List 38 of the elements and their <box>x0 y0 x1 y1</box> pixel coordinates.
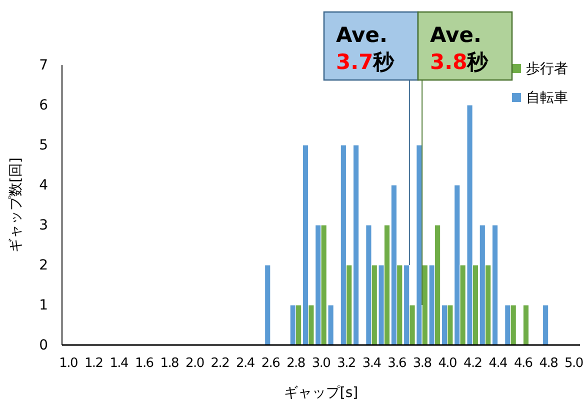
x-tick-label: 2.0 <box>186 356 204 372</box>
y-tick-label: 2 <box>39 257 48 274</box>
x-tick-label: 4.4 <box>488 356 508 372</box>
y-tick-label: 6 <box>39 97 48 114</box>
bar <box>264 264 271 346</box>
x-tick-label: 1.2 <box>84 356 103 372</box>
y-tick-label: 3 <box>39 217 48 234</box>
x-tick-label: 4.2 <box>463 356 482 372</box>
x-axis-title: ギャップ[s] <box>284 385 358 401</box>
y-axis-title: ギャップ数[回] <box>8 158 24 252</box>
x-tick-label: 1.4 <box>110 356 129 372</box>
y-tick-label: 4 <box>39 177 48 194</box>
bar <box>522 304 530 346</box>
x-tick-label: 3.2 <box>337 356 356 372</box>
y-tick-label: 1 <box>39 297 48 314</box>
x-tick-label: 2.4 <box>236 356 255 372</box>
x-tick-label: 1.0 <box>59 356 78 372</box>
y-tick-label: 7 <box>39 57 48 74</box>
x-tick-label: 5.0 <box>564 356 584 372</box>
x-tick-label: 3.4 <box>362 356 382 372</box>
x-tick-label: 2.6 <box>261 356 280 372</box>
x-tick-label: 4.8 <box>539 356 558 372</box>
x-tick-label: 1.8 <box>160 356 180 372</box>
x-tick-label: 3.6 <box>388 356 406 372</box>
x-tick-label: 1.6 <box>134 356 154 372</box>
y-tick-label: 0 <box>39 337 48 354</box>
x-tick-label: 3.0 <box>312 356 331 372</box>
bar <box>542 304 549 346</box>
legend-label: 自転車 <box>526 90 568 106</box>
x-tick-label: 2.8 <box>286 356 306 372</box>
x-tick-label: 2.2 <box>210 356 230 372</box>
x-tick-label: 3.8 <box>412 356 432 372</box>
legend-label: 歩行者 <box>526 61 568 77</box>
x-tick-label: 4.0 <box>438 356 458 372</box>
annotation: Ave. 3.8秒 <box>430 23 490 74</box>
annotation: Ave. 3.7秒 <box>336 23 396 74</box>
y-tick-label: 5 <box>39 137 48 154</box>
x-tick-label: 4.6 <box>514 356 533 372</box>
